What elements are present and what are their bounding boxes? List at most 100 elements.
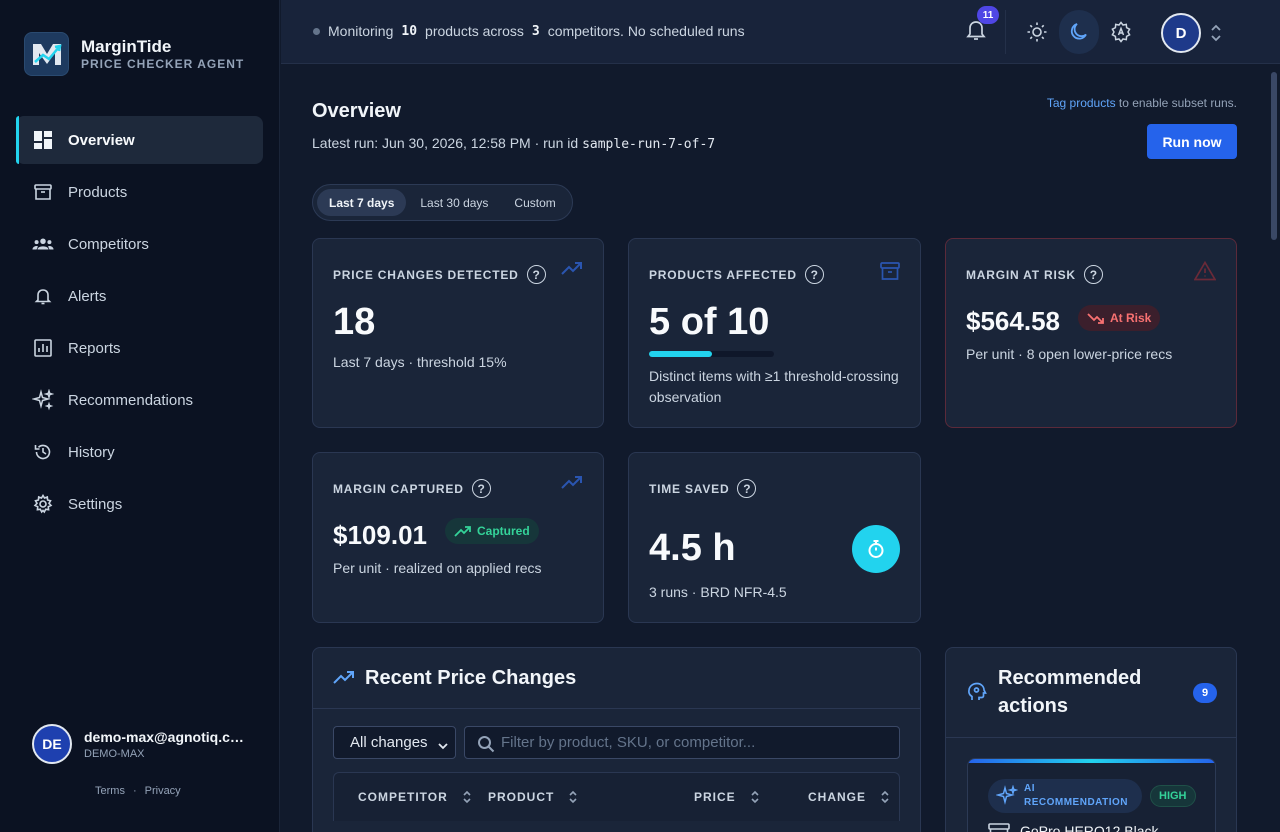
dark-theme-button[interactable]: [1059, 10, 1099, 54]
sidebar-item-products[interactable]: Products: [16, 168, 263, 216]
sidebar-item-recommendations[interactable]: Recommendations: [16, 376, 263, 424]
tab-last-7-days[interactable]: Last 7 days: [317, 189, 407, 216]
product-box-icon: [988, 823, 1010, 832]
trending-down-icon: [1087, 313, 1104, 324]
kpi-note: Per unit · realized on applied recs: [333, 560, 542, 576]
chevron-up-down-icon[interactable]: [1209, 22, 1223, 49]
tab-custom[interactable]: Custom: [514, 195, 556, 210]
products-count: 10: [401, 23, 418, 39]
light-theme-button[interactable]: [1017, 10, 1057, 54]
column-header-price[interactable]: PRICE: [694, 789, 760, 805]
brand[interactable]: MarginTide PRICE CHECKER AGENT: [24, 32, 244, 76]
kpi-label: MARGIN CAPTURED?: [333, 479, 491, 498]
stopwatch-icon: [852, 525, 900, 573]
terms-link[interactable]: Terms: [95, 785, 125, 797]
kpi-label: PRICE CHANGES DETECTED?: [333, 265, 546, 284]
sidebar-item-reports[interactable]: Reports: [16, 324, 263, 372]
help-icon[interactable]: ?: [737, 479, 757, 498]
recommendation-card[interactable]: AI RECOMMENDATION HIGH GoPro HERO12 Blac…: [967, 758, 1216, 832]
tab-last-30-days[interactable]: Last 30 days: [420, 195, 489, 210]
help-icon[interactable]: ?: [526, 265, 546, 284]
brand-logo-icon: [24, 32, 69, 76]
kpi-note: Distinct items with ≥1 threshold-crossin…: [649, 368, 899, 405]
status-dot: [313, 27, 320, 35]
tag-products-link[interactable]: Tag products: [1046, 96, 1116, 110]
latest-run-text: Latest run: Jun 30, 2026, 12:58 PM · run…: [312, 135, 579, 151]
privacy-link[interactable]: Privacy: [144, 785, 181, 797]
progress-fill: [649, 351, 712, 357]
kpi-value: 18: [333, 301, 376, 343]
sparkles-icon: [32, 389, 54, 411]
column-label: CHANGE: [808, 790, 867, 804]
sidebar-item-label: Settings: [68, 495, 123, 513]
divider: [946, 737, 1236, 738]
column-header-competitor[interactable]: COMPETITOR: [358, 789, 472, 805]
bell-icon: [32, 285, 54, 307]
bar-chart-icon: [32, 337, 54, 359]
kpi-margin-at-risk-card: MARGIN AT RISK? $564.58 At Risk Per unit…: [945, 238, 1237, 428]
sidebar-item-label: Recommendations: [68, 391, 194, 409]
sun-icon: [1027, 22, 1047, 42]
sidebar-item-alerts[interactable]: Alerts: [16, 272, 263, 320]
dashboard-icon: [32, 129, 54, 151]
trending-up-icon: [561, 475, 583, 496]
moon-icon: [1070, 23, 1087, 40]
trending-up-icon: [561, 261, 583, 282]
sidebar-item-overview[interactable]: Overview: [16, 116, 263, 164]
section-title: Recent Price Changes: [365, 667, 577, 689]
avatar[interactable]: D: [1161, 13, 1201, 53]
history-icon: [32, 441, 54, 463]
search-input[interactable]: Filter by product, SKU, or competitor...: [464, 726, 900, 759]
column-header-product[interactable]: PRODUCT: [488, 789, 578, 805]
run-id: sample-run-7-of-7: [582, 137, 716, 152]
page-title: Overview: [312, 100, 401, 122]
page-scrollbar[interactable]: [1271, 72, 1277, 240]
priority-badge: HIGH: [1150, 785, 1196, 807]
column-label: PRICE: [694, 790, 736, 804]
column-header-change[interactable]: CHANGE: [808, 789, 890, 805]
run-now-button[interactable]: Run now: [1147, 124, 1237, 159]
kpi-time-saved-card: TIME SAVED? 4.5 h 3 runs · BRD NFR-4.5: [628, 452, 921, 623]
tag-products-hint: Tag products to enable subset runs.: [1047, 96, 1237, 110]
table-header: COMPETITOR PRODUCT PRICE CHANGE: [333, 772, 900, 821]
tag-hint-text: to enable subset runs.: [1115, 96, 1237, 110]
users-group-icon: [32, 233, 54, 255]
kpi-value: 4.5 h: [649, 527, 736, 569]
date-range-tabs: Last 7 days Last 30 days Custom: [312, 184, 573, 221]
sort-icon: [751, 790, 759, 804]
change-filter-select[interactable]: All changes: [333, 726, 456, 759]
kpi-value: 5 of 10: [649, 301, 770, 343]
kpi-value: $564.58: [966, 306, 1060, 336]
help-icon[interactable]: ?: [471, 479, 491, 498]
sidebar-item-competitors[interactable]: Competitors: [16, 220, 263, 268]
status-text-pre: Monitoring: [328, 23, 394, 39]
auto-theme-icon: [1111, 21, 1131, 43]
avatar: DE: [32, 724, 72, 764]
kpi-note: 3 runs · BRD NFR-4.5: [649, 584, 787, 600]
user-org: DEMO-MAX: [84, 747, 145, 760]
help-icon[interactable]: ?: [1083, 265, 1103, 284]
competitors-count: 3: [531, 23, 540, 39]
kpi-label-text: MARGIN AT RISK: [966, 267, 1076, 282]
latest-run-info: Latest run: Jun 30, 2026, 12:58 PM · run…: [312, 135, 715, 152]
sidebar-item-history[interactable]: History: [16, 428, 263, 476]
chevron-down-icon: [437, 738, 449, 755]
kpi-products-affected-card: PRODUCTS AFFECTED? 5 of 10 Distinct item…: [628, 238, 921, 428]
notifications-badge: 11: [977, 6, 999, 24]
sparkles-icon: [996, 785, 1018, 805]
notifications-bell-icon[interactable]: [965, 18, 989, 42]
sidebar: MarginTide PRICE CHECKER AGENT Overview …: [0, 0, 280, 832]
archive-box-icon: [880, 261, 900, 286]
sidebar-item-label: Products: [68, 183, 128, 201]
auto-theme-button[interactable]: [1101, 10, 1141, 54]
recommendations-count-badge: 9: [1193, 683, 1217, 703]
legal-links: Terms · Privacy: [95, 785, 181, 797]
sidebar-nav: Overview Products Competitors Alerts Rep…: [16, 116, 263, 532]
sidebar-item-label: History: [68, 443, 115, 461]
at-risk-badge: At Risk: [1078, 305, 1161, 331]
help-icon[interactable]: ?: [804, 265, 824, 284]
search-placeholder: Filter by product, SKU, or competitor...: [501, 734, 756, 751]
sidebar-item-settings[interactable]: Settings: [16, 480, 263, 528]
sidebar-item-label: Reports: [68, 339, 121, 357]
user-account[interactable]: DE demo-max@agnotiq.com DEMO-MAX: [32, 724, 249, 764]
